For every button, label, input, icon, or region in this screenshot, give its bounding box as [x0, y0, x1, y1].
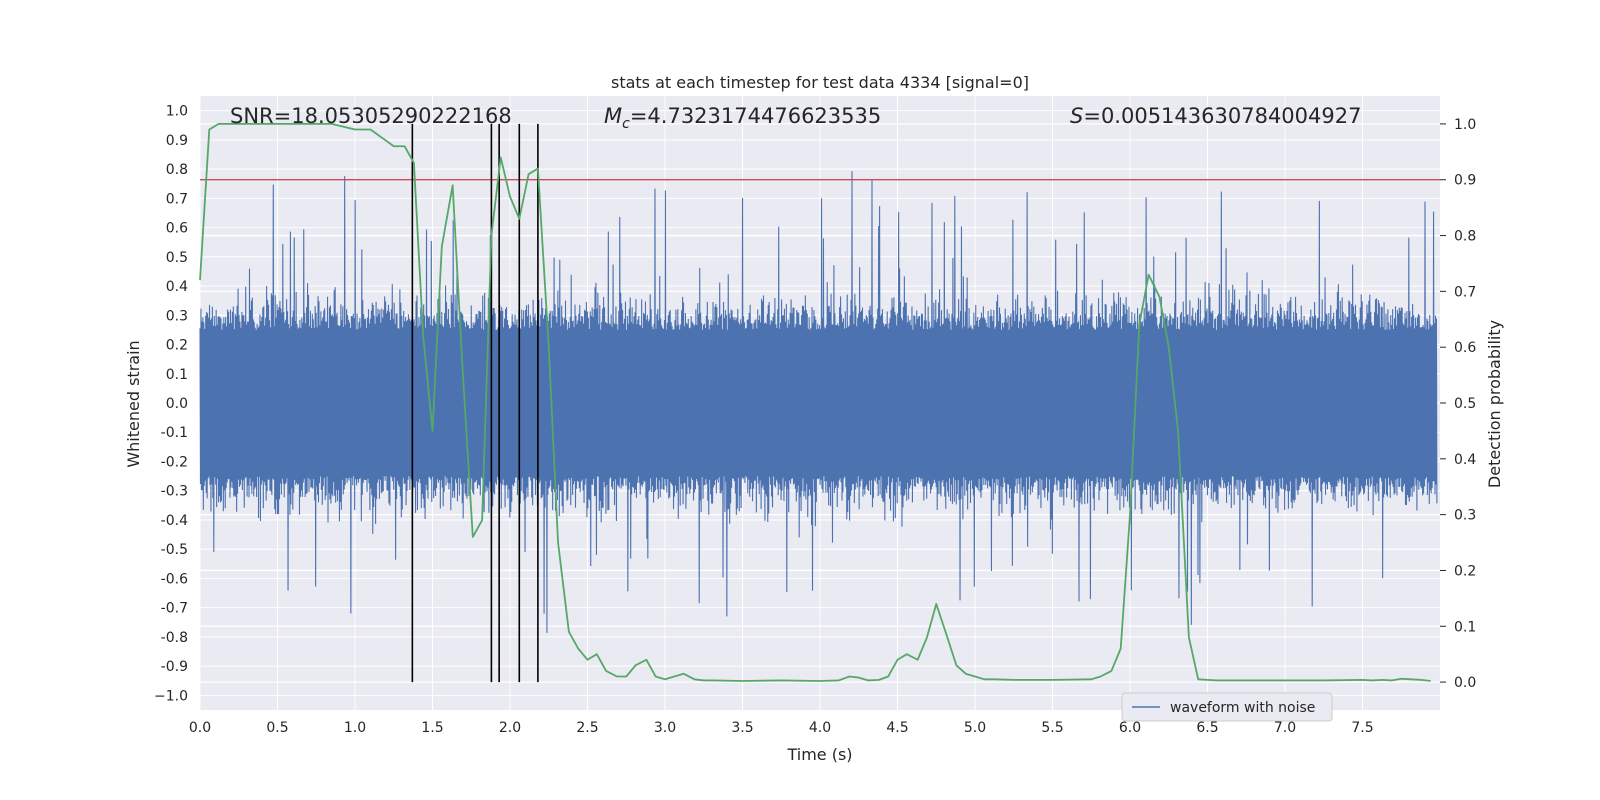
y2-tick-label: 0.8	[1454, 229, 1476, 245]
x-tick-label: 5.0	[964, 720, 986, 736]
y-tick-label: -0.6	[161, 571, 188, 587]
x-tick-label: 0.0	[189, 720, 211, 736]
y-tick-label: 0.5	[166, 250, 188, 266]
x-tick-label: 5.5	[1041, 720, 1063, 736]
y2-tick-label: 0.4	[1454, 452, 1476, 468]
y2-tick-label: 0.2	[1454, 563, 1476, 579]
legend: waveform with noise	[1121, 692, 1333, 722]
y-tick-label: -0.2	[161, 454, 188, 470]
y-tick-label: 0.0	[166, 396, 188, 412]
y-tick-label: −1.0	[154, 688, 188, 704]
x-tick-label: 3.0	[654, 720, 676, 736]
y2-tick-label: 0.5	[1454, 396, 1476, 412]
y-tick-label: -0.1	[161, 425, 188, 441]
ticks: 0.0 0.5 1.0 1.5 2.0 2.5 3.0 3.5 4.0 4.5 5.0 5.5 6.0 6…	[154, 104, 1476, 736]
y2-tick-label: 1.0	[1454, 117, 1476, 133]
waveform-line	[199, 171, 1438, 633]
legend-box	[1121, 692, 1333, 722]
y-tick-label: 0.2	[166, 338, 188, 354]
detection-probability-series	[199, 123, 1431, 682]
y-tick-label: 0.4	[166, 279, 188, 295]
x-tick-label: 3.5	[731, 720, 753, 736]
y-axis-label: Whitened strain	[124, 340, 143, 467]
y2-tick-label: 0.7	[1454, 284, 1476, 300]
x-tick-label: 1.0	[344, 720, 366, 736]
x-tick-label: 6.5	[1196, 720, 1218, 736]
x-tick-label: 7.0	[1274, 720, 1296, 736]
y2-tick-label: 0.3	[1454, 508, 1476, 524]
mc-value: =4.7323174476623535	[630, 104, 881, 128]
y-tick-label: 0.6	[166, 221, 188, 237]
x-tick-label: 7.5	[1351, 720, 1373, 736]
x-tick-label: 4.0	[809, 720, 831, 736]
y-tick-label: -0.8	[161, 630, 188, 646]
y2-axis-label: Detection probability	[1485, 320, 1504, 488]
probability-line	[199, 123, 1431, 682]
x-tick-label: 2.5	[576, 720, 598, 736]
y-tick-label: -0.4	[161, 513, 188, 529]
y-tick-label: -0.7	[161, 601, 188, 617]
y-tick-label: 0.9	[166, 133, 188, 149]
mc-symbol: M	[604, 104, 622, 128]
y-tick-label: 0.7	[166, 191, 188, 207]
y-tick-label: -0.9	[161, 659, 188, 675]
y2-tick-label: 0.9	[1454, 173, 1476, 189]
s-annotation: S=0.005143630784004927	[1070, 104, 1361, 128]
x-tick-label: 1.5	[421, 720, 443, 736]
s-value: =0.005143630784004927	[1083, 104, 1361, 128]
chirp-mass-annotation: Mc=4.7323174476623535	[604, 104, 881, 132]
y-tick-label: 0.1	[166, 367, 188, 383]
y2-tick-label: 0.1	[1454, 619, 1476, 635]
y-tick-label: 0.3	[166, 308, 188, 324]
x-tick-label: 6.0	[1119, 720, 1141, 736]
y2-tick-label: 0.6	[1454, 340, 1476, 356]
mc-subscript: c	[622, 116, 630, 132]
waveform-series	[199, 171, 1438, 633]
y2-tick-label: 0.0	[1454, 675, 1476, 691]
x-tick-label: 4.5	[886, 720, 908, 736]
x-axis-label: Time (s)	[786, 745, 852, 764]
y-tick-label: -0.5	[161, 542, 188, 558]
snr-annotation: SNR=18.05305290222168	[230, 104, 512, 128]
y-tick-label: 1.0	[166, 104, 188, 120]
legend-label: waveform with noise	[1170, 700, 1315, 716]
chart-title: stats at each timestep for test data 433…	[611, 73, 1029, 92]
x-tick-label: 0.5	[266, 720, 288, 736]
s-symbol: S	[1070, 104, 1083, 128]
x-tick-label: 2.0	[499, 720, 521, 736]
y-tick-label: 0.8	[166, 162, 188, 178]
y-tick-label: -0.3	[161, 484, 188, 500]
